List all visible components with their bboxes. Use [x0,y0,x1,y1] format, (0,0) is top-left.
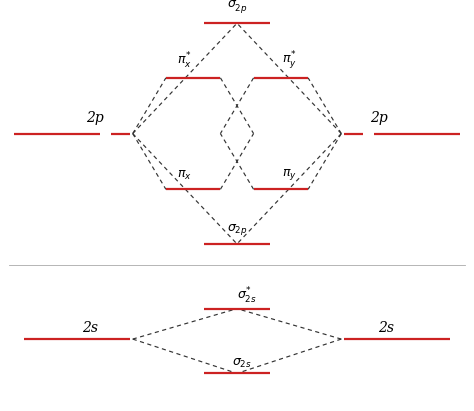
Text: 2p: 2p [86,111,104,125]
Text: $\sigma_{2s}$: $\sigma_{2s}$ [232,357,252,370]
Text: $\pi_{y}^{*}$: $\pi_{y}^{*}$ [282,49,297,71]
Text: $\pi_{x}$: $\pi_{x}$ [177,169,192,182]
Text: 2s: 2s [82,321,98,335]
Text: $\sigma_{2p}$: $\sigma_{2p}$ [227,222,247,237]
Text: $\sigma_{2p}^{*}$: $\sigma_{2p}^{*}$ [227,0,247,16]
Text: $\pi_{y}$: $\pi_{y}$ [282,167,297,182]
Text: 2s: 2s [378,321,394,335]
Text: 2p: 2p [370,111,388,125]
Text: $\pi_{x}^{*}$: $\pi_{x}^{*}$ [177,51,192,71]
Text: $\sigma_{2s}^{*}$: $\sigma_{2s}^{*}$ [237,286,256,306]
